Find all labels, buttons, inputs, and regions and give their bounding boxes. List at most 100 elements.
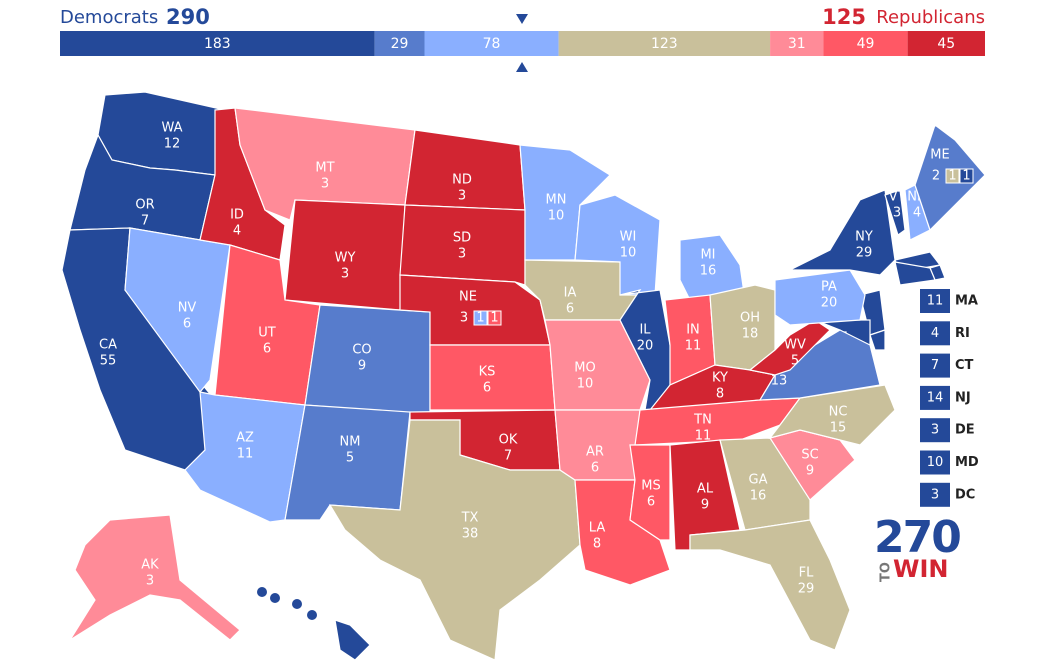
district-box	[945, 168, 960, 184]
state-abbr: MO	[574, 361, 595, 376]
district-votes: 1	[948, 169, 956, 184]
dem-label: Democrats	[60, 7, 158, 28]
state-abbr: OR	[135, 198, 154, 213]
state-shape	[292, 599, 302, 609]
state-votes: 18	[742, 327, 759, 342]
state-abbr: WV	[784, 338, 806, 353]
bar-value: 78	[483, 36, 501, 52]
district-votes: 1	[490, 311, 498, 326]
bar-value: 183	[204, 36, 231, 52]
state-abbr: KY	[712, 371, 728, 386]
state-votes: 6	[183, 317, 191, 332]
state-votes: 9	[701, 498, 709, 513]
small-state-box	[920, 321, 950, 346]
state-abbr: NC	[829, 405, 848, 420]
state-abbr: IN	[686, 323, 700, 338]
bar-segment	[60, 31, 375, 56]
state-shape	[758, 329, 881, 401]
logo-to: TO	[879, 562, 894, 582]
state-abbr: OK	[499, 433, 518, 448]
state-votes: 6	[263, 342, 271, 357]
small-state-votes: 11	[927, 294, 944, 309]
district-votes: 1	[962, 169, 970, 184]
state-votes: 38	[462, 527, 479, 542]
state-shape	[328, 419, 581, 661]
district-box	[959, 168, 974, 184]
state-abbr: WI	[620, 230, 637, 245]
state-votes: 55	[100, 354, 117, 369]
state-shape	[789, 189, 896, 276]
state-votes: 3	[341, 267, 349, 282]
state-votes: 10	[620, 246, 637, 261]
dem-total: 290	[166, 5, 210, 29]
state-shape	[884, 189, 906, 236]
state-abbr: MT	[315, 161, 334, 176]
state-abbr: HI	[315, 633, 329, 648]
state-votes: 16	[700, 264, 717, 279]
small-state-abbr: MD	[955, 455, 979, 470]
state-votes: 9	[806, 464, 814, 479]
state-votes: 11	[237, 447, 254, 462]
bar-value: 123	[651, 36, 678, 52]
state-votes: 6	[591, 461, 599, 476]
small-state-box	[920, 385, 950, 410]
state-abbr: MS	[641, 479, 660, 494]
small-state-abbr: DC	[955, 487, 975, 502]
state-abbr: ID	[230, 208, 244, 223]
state-shape	[748, 319, 831, 376]
state-abbr: CO	[352, 343, 371, 358]
district-box	[473, 310, 488, 326]
small-state-votes: 4	[931, 326, 939, 341]
bar-segment	[907, 31, 985, 56]
state-abbr: TX	[461, 511, 479, 526]
state-abbr: UT	[258, 326, 276, 341]
state-abbr: OH	[740, 311, 760, 326]
state-votes: 8	[716, 387, 724, 402]
small-state-abbr: MA	[955, 294, 978, 309]
state-shape	[270, 593, 280, 603]
small-states: 11 MA 4 RI 7 CT 14 NJ 3 DE 10 MD 3 DC	[920, 289, 979, 507]
states: WA12OR7CA55NV6ID4MT3WY3UT6AZ11CO9NM5ND3S…	[61, 91, 986, 664]
state-abbr: GA	[749, 473, 768, 488]
state-votes: 3	[893, 206, 901, 221]
state-votes: 4	[318, 649, 326, 664]
state-abbr: WA	[161, 121, 182, 136]
state-abbr: IA	[564, 286, 577, 301]
state-abbr: SC	[801, 448, 818, 463]
state-votes: 4	[913, 206, 921, 221]
small-state-box	[920, 450, 950, 475]
state-abbr: SD	[453, 231, 471, 246]
bar-segment	[823, 31, 908, 56]
bar-value: 29	[391, 36, 409, 52]
bar-segment	[374, 31, 425, 56]
small-state-abbr: NJ	[955, 390, 971, 405]
small-state-abbr: CT	[955, 358, 974, 373]
state-abbr: ND	[452, 173, 472, 188]
state-abbr: MN	[546, 193, 567, 208]
state-shape	[869, 329, 886, 351]
small-state-abbr: DE	[955, 423, 975, 438]
state-votes: 6	[566, 302, 574, 317]
state-shape	[689, 519, 851, 651]
state-abbr: IL	[639, 323, 651, 338]
small-state-abbr: RI	[955, 326, 970, 341]
rep-label: Republicans	[876, 7, 985, 28]
state-abbr: NE	[459, 290, 477, 305]
state-votes: 16	[750, 489, 767, 504]
district-box	[487, 310, 502, 326]
state-abbr: NM	[340, 435, 361, 450]
state-votes: 3	[458, 189, 466, 204]
state-abbr: AL	[697, 482, 714, 497]
state-votes: 20	[637, 339, 654, 354]
state-votes: 10	[577, 377, 594, 392]
state-votes: 11	[695, 429, 712, 444]
state-shape	[334, 619, 371, 661]
state-votes: 15	[830, 421, 847, 436]
state-votes: 12	[164, 137, 181, 152]
state-abbr: MI	[700, 248, 715, 263]
state-votes: 3	[321, 177, 329, 192]
state-abbr: AZ	[236, 431, 254, 446]
logo-win: WIN	[893, 555, 949, 583]
state-votes: 9	[358, 359, 366, 374]
